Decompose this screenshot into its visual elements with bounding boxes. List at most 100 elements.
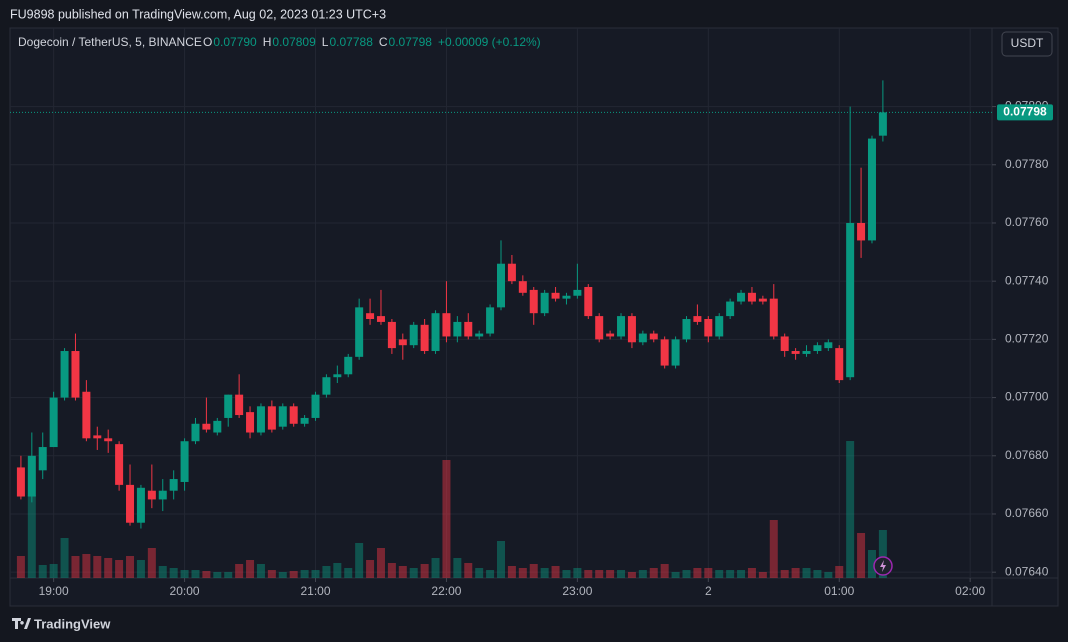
candle-body bbox=[682, 319, 691, 340]
y-tick-label: 0.07680 bbox=[1005, 448, 1049, 462]
volume-bar bbox=[322, 566, 331, 578]
volume-bar bbox=[431, 558, 440, 578]
x-tick-label: 23:00 bbox=[562, 584, 592, 598]
candle-body bbox=[660, 339, 669, 366]
candle-body bbox=[442, 313, 451, 337]
volume-bar bbox=[300, 570, 309, 578]
currency-button[interactable] bbox=[1001, 31, 1053, 57]
y-tick-label: 0.07760 bbox=[1005, 215, 1049, 229]
candle-body bbox=[409, 324, 418, 346]
candle-body bbox=[180, 441, 189, 482]
x-tick-label: 22:00 bbox=[431, 584, 461, 598]
volume-bar bbox=[507, 566, 516, 578]
candle-body bbox=[322, 377, 331, 395]
volume-bar bbox=[747, 568, 756, 578]
volume-bar bbox=[267, 570, 276, 578]
candle-body bbox=[584, 286, 593, 317]
x-tick-label: 01:00 bbox=[824, 584, 854, 598]
volume-bar bbox=[256, 564, 265, 578]
x-tick-label: 19:00 bbox=[39, 584, 69, 598]
volume-bar bbox=[289, 571, 298, 578]
last-price-label: 0.07798 bbox=[1003, 105, 1047, 119]
volume-bar bbox=[693, 568, 702, 578]
volume-bar bbox=[420, 564, 429, 578]
candle-body bbox=[191, 423, 200, 442]
volume-bar bbox=[584, 570, 593, 578]
candle-body bbox=[867, 138, 876, 241]
candle-body bbox=[791, 351, 800, 354]
candle-body bbox=[289, 406, 298, 424]
volume-bar bbox=[682, 570, 691, 578]
volume-bar bbox=[540, 568, 549, 578]
candle-body bbox=[366, 313, 375, 320]
candle-body bbox=[737, 292, 746, 302]
volume-bar bbox=[366, 560, 375, 578]
candle-body bbox=[82, 391, 91, 439]
volume-bar bbox=[671, 572, 680, 578]
candle-body bbox=[529, 289, 538, 314]
candle-body bbox=[715, 316, 724, 337]
candle-body bbox=[27, 455, 36, 497]
volume-bar bbox=[278, 572, 287, 578]
volume-bar bbox=[246, 560, 255, 578]
candle-body bbox=[126, 484, 135, 523]
volume-bar bbox=[649, 568, 658, 578]
brand-logo bbox=[12, 618, 31, 629]
candle-body bbox=[71, 351, 80, 398]
currency-label[interactable]: USDT bbox=[1011, 36, 1044, 50]
candle-body bbox=[617, 316, 626, 337]
volume-bar bbox=[857, 533, 866, 578]
legend-change: +0.00009 (+0.12%) bbox=[438, 35, 541, 49]
volume-bar bbox=[136, 560, 145, 578]
volume-bar bbox=[147, 548, 156, 578]
volume-bar bbox=[235, 564, 244, 578]
candle-body bbox=[16, 467, 25, 497]
candle-body bbox=[540, 292, 549, 314]
candle-body bbox=[147, 490, 156, 500]
legend-value: 0.07790 bbox=[213, 35, 257, 49]
candle-body bbox=[202, 423, 211, 430]
candle-body bbox=[846, 222, 855, 378]
volume-bar bbox=[409, 568, 418, 578]
candle-body bbox=[104, 438, 113, 442]
volume-bar bbox=[126, 556, 135, 578]
volume-bar bbox=[791, 568, 800, 578]
candle-body bbox=[420, 324, 429, 352]
volume-bar bbox=[704, 568, 713, 578]
candle-body bbox=[158, 490, 167, 500]
volume-bar bbox=[846, 441, 855, 578]
volume-bar bbox=[398, 566, 407, 578]
publisher-line: FU9898 published on TradingView.com, Aug… bbox=[10, 7, 386, 21]
candle-body bbox=[38, 447, 47, 471]
candle-body bbox=[824, 342, 833, 349]
volume-bar bbox=[464, 563, 473, 578]
volume-bar bbox=[878, 530, 887, 578]
candle-body bbox=[115, 444, 124, 485]
volume-bar bbox=[551, 566, 560, 578]
candle-body bbox=[497, 263, 505, 308]
volume-bar bbox=[104, 558, 113, 578]
volume-bar bbox=[376, 548, 385, 578]
volume-bar bbox=[715, 570, 724, 578]
volume-bar bbox=[49, 564, 58, 578]
x-tick-label: 2 bbox=[705, 584, 712, 598]
volume-bar bbox=[82, 554, 91, 578]
legend-key: O bbox=[203, 35, 212, 49]
candle-body bbox=[224, 394, 233, 418]
volume-bar bbox=[115, 560, 124, 578]
candle-body bbox=[49, 397, 58, 448]
candle-body bbox=[136, 487, 145, 523]
candle-body bbox=[595, 316, 604, 340]
candle-body bbox=[246, 412, 255, 433]
volume-bar bbox=[224, 572, 233, 578]
volume-bar bbox=[529, 564, 538, 578]
volume-bar bbox=[453, 558, 462, 578]
x-tick-label: 21:00 bbox=[300, 584, 330, 598]
volume-bar bbox=[344, 568, 353, 578]
volume-bar bbox=[638, 570, 647, 578]
candle-body bbox=[627, 316, 636, 343]
candle-body bbox=[758, 298, 767, 302]
brand-name: TradingView bbox=[34, 616, 111, 631]
volume-bar bbox=[213, 572, 222, 578]
